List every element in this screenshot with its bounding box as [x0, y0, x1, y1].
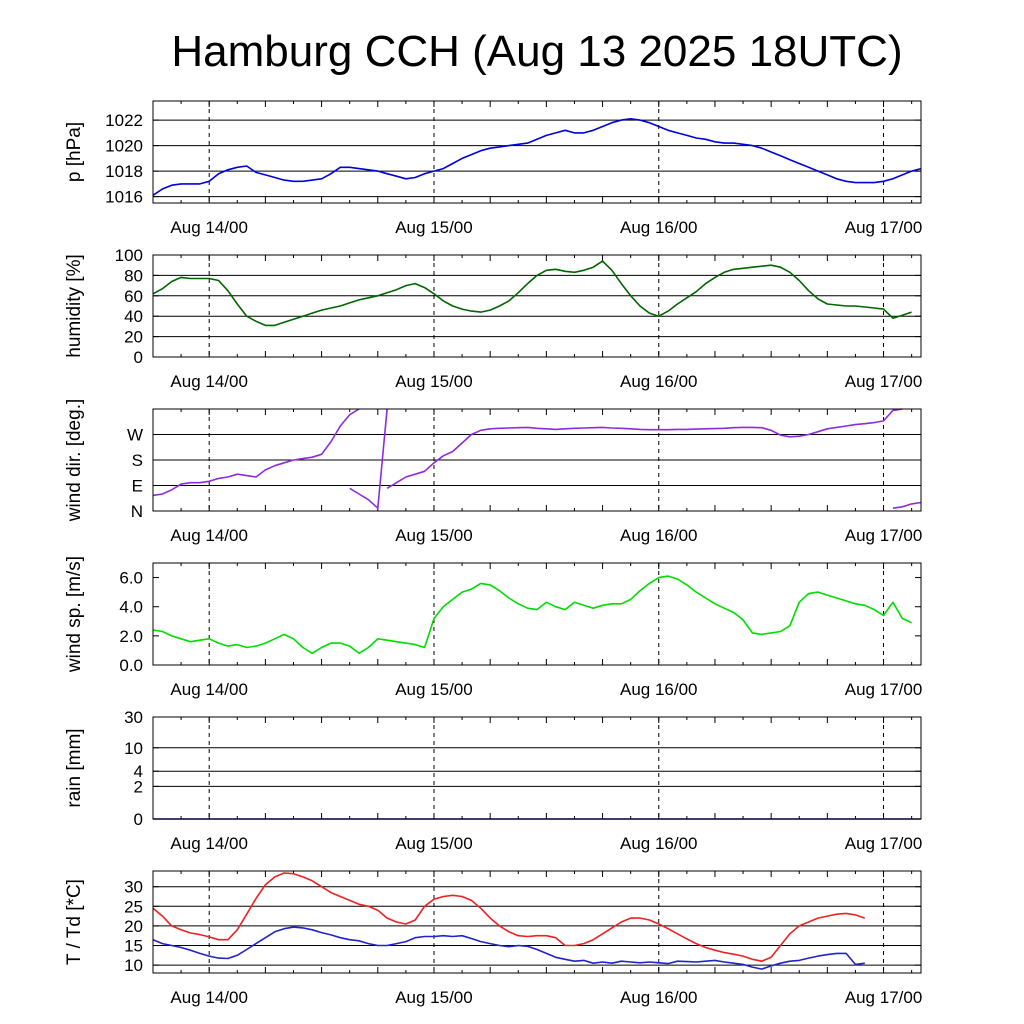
y-tick-label: 0.0 [119, 656, 143, 675]
x-tick-label: Aug 14/00 [170, 218, 248, 237]
y-tick-label: 2.0 [119, 627, 143, 646]
x-tick-label: Aug 15/00 [395, 218, 473, 237]
panel-frame [152, 562, 922, 666]
y-tick-label: W [127, 426, 143, 445]
y-tick-label: 30 [124, 878, 143, 897]
x-tick-label: Aug 17/00 [845, 372, 923, 391]
x-tick-label: Aug 16/00 [620, 372, 698, 391]
y-tick-label: 1022 [105, 111, 143, 130]
y-tick-label: N [131, 502, 143, 521]
x-tick-label: Aug 15/00 [395, 680, 473, 699]
series-line-2 [386, 408, 903, 489]
series-line-0 [152, 872, 866, 963]
panel-rain-mm: 0 24 10 30 rain [mm] Aug 14/00 Aug 15/00 Aug 16… [64, 708, 922, 853]
x-tick-label: Aug 16/00 [620, 988, 698, 1007]
y-tick-label: 10 [124, 956, 143, 975]
y-tick-label: 40 [124, 307, 143, 326]
y-tick-label: 1016 [105, 188, 143, 207]
y-tick-label: 0 [134, 348, 143, 367]
y-axis-label: T / Td [*C] [64, 879, 85, 965]
y-tick-label: 4.0 [119, 598, 143, 617]
x-tick-label: Aug 17/00 [845, 988, 923, 1007]
panel-frame [152, 100, 922, 204]
x-tick-label: Aug 14/00 [170, 526, 248, 545]
x-tick-label: Aug 17/00 [845, 218, 923, 237]
x-tick-label: Aug 16/00 [620, 834, 698, 853]
series-line-0 [152, 260, 912, 327]
panel-frame [152, 716, 922, 820]
x-tick-label: Aug 15/00 [395, 372, 473, 391]
x-tick-label: Aug 14/00 [170, 988, 248, 1007]
x-tick-label: Aug 16/00 [620, 218, 698, 237]
y-tick-label: 100 [115, 246, 143, 265]
x-tick-label: Aug 17/00 [845, 526, 923, 545]
y-axis-label: wind dir. [deg.] [64, 399, 85, 523]
y-axis-label: humidity [%] [64, 254, 85, 357]
y-axis-label: p [hPa] [64, 122, 85, 182]
y-tick-label: S [132, 451, 143, 470]
y-axis-label: wind sp. [m/s] [64, 556, 85, 673]
x-tick-label: Aug 17/00 [845, 680, 923, 699]
y-tick-label: E [132, 477, 143, 496]
y-tick-label: 25 [124, 897, 143, 916]
x-tick-label: Aug 15/00 [395, 834, 473, 853]
x-tick-label: Aug 17/00 [845, 834, 923, 853]
y-tick-label: 20 [124, 917, 143, 936]
series-line-1 [349, 408, 388, 510]
x-tick-label: Aug 14/00 [170, 834, 248, 853]
y-tick-label: 1018 [105, 162, 143, 181]
y-tick-label: 1020 [105, 137, 143, 156]
x-tick-label: Aug 14/00 [170, 680, 248, 699]
y-tick-label: 6.0 [119, 569, 143, 588]
series-line-0 [152, 408, 360, 497]
series-line-3 [892, 501, 922, 509]
y-tick-label: 15 [124, 937, 143, 956]
y-tick-label: 20 [124, 328, 143, 347]
panel-frame [152, 254, 922, 358]
x-tick-label: Aug 16/00 [620, 680, 698, 699]
y-tick-label: 80 [124, 266, 143, 285]
x-tick-label: Aug 15/00 [395, 988, 473, 1007]
panel-p-hpa: 1016 1018 1020 1022 p [hPa] Aug 14/00 Aug 15/0… [64, 100, 923, 237]
x-tick-label: Aug 15/00 [395, 526, 473, 545]
series-line-1 [152, 926, 865, 970]
y-tick-label: 4 [134, 762, 143, 781]
y-tick-label: 30 [124, 708, 143, 727]
series-line-0 [152, 575, 912, 655]
x-tick-label: Aug 16/00 [620, 526, 698, 545]
panel-frame [152, 870, 922, 974]
y-axis-label: rain [mm] [64, 728, 85, 807]
y-tick-label: 0 [134, 810, 143, 829]
y-tick-label: 2 [134, 777, 143, 796]
chart-title: Hamburg CCH (Aug 13 2025 18UTC) [171, 27, 902, 76]
y-tick-label: 10 [124, 739, 143, 758]
x-tick-label: Aug 14/00 [170, 372, 248, 391]
panel-frame [152, 408, 922, 512]
panel-wind-sp-m-s: 0.0 2.0 4.0 6.0 wind sp. [m/s] Aug 14/00 Aug 1… [64, 556, 922, 699]
series-line-0 [152, 118, 922, 196]
y-tick-label: 60 [124, 287, 143, 306]
